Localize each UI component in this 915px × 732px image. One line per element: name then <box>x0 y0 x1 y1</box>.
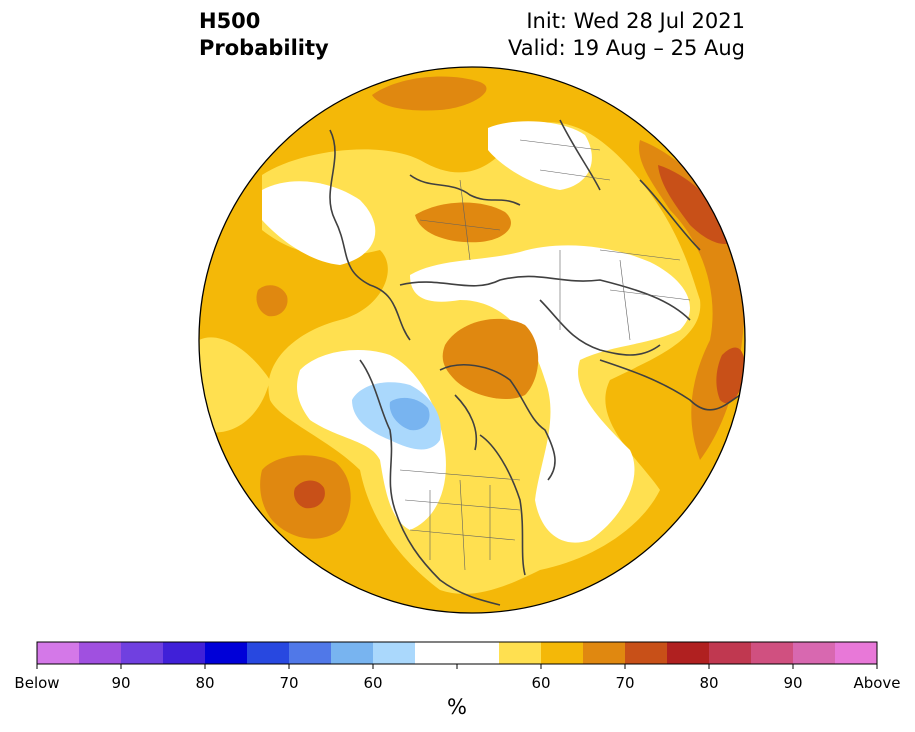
colorbar-cell <box>79 642 122 664</box>
colorbar-label: 90 <box>111 674 131 692</box>
colorbar-cell <box>289 642 332 664</box>
colorbar-label: 60 <box>363 674 383 692</box>
band-orange-north <box>372 76 487 111</box>
globe-boundary <box>198 66 746 614</box>
valid-range: Valid: 19 Aug – 25 Aug <box>507 36 745 60</box>
band-darkorange-europe <box>658 165 735 245</box>
product-title: Probability <box>199 36 329 60</box>
colorbar-label: 70 <box>279 674 299 692</box>
colorbar-label: 60 <box>531 674 551 692</box>
colorbar-cell <box>751 642 794 664</box>
probability-field <box>199 67 745 613</box>
colorbar-cell <box>163 642 206 664</box>
colorbar-label: 90 <box>783 674 803 692</box>
colorbar-cell <box>373 642 416 664</box>
colorbar-cell <box>205 642 248 664</box>
colorbar-cell <box>121 642 164 664</box>
band-orange-aleutian <box>256 285 288 317</box>
colorbar-unit: % <box>447 695 467 719</box>
band-orange-siberia <box>415 202 511 243</box>
colorbar-cell <box>247 642 290 664</box>
colorbar-cell <box>667 642 710 664</box>
band-darkorange-east <box>716 347 745 404</box>
colorbar-cell <box>415 642 458 664</box>
colorbar-cell <box>457 642 500 664</box>
colorbar-cell <box>583 642 626 664</box>
band-blue-mid <box>389 397 430 431</box>
colorbar-cells <box>37 642 878 664</box>
colorbar-cell <box>709 642 752 664</box>
borders <box>399 139 691 571</box>
date-block: Init: Wed 28 Jul 2021 Valid: 19 Aug – 25… <box>508 8 745 62</box>
coastlines <box>329 119 741 606</box>
band-orange-hudson <box>442 318 539 400</box>
title-block: H500 Probability <box>199 8 329 62</box>
colorbar-label: 80 <box>195 674 215 692</box>
colorbar-label: 80 <box>699 674 719 692</box>
colorbar-cell <box>835 642 878 664</box>
band-white-arctic <box>488 121 592 190</box>
band-darkorange-pacific <box>294 480 325 509</box>
colorbar-cell <box>499 642 542 664</box>
colorbar-cell <box>37 642 80 664</box>
colorbar-label: 70 <box>615 674 635 692</box>
init-date: Init: Wed 28 Jul 2021 <box>526 9 745 33</box>
variable-title: H500 <box>199 9 261 33</box>
colorbar <box>36 641 878 669</box>
band-light-yellow-west <box>199 337 270 433</box>
colorbar-label: Below <box>14 674 60 692</box>
colorbar-ticks <box>36 664 878 669</box>
colorbar-label: Above <box>853 674 901 692</box>
colorbar-cell <box>331 642 374 664</box>
band-white-europe <box>410 245 690 543</box>
colorbar-cell <box>625 642 668 664</box>
band-white-siberia <box>262 181 376 265</box>
colorbar-cell <box>541 642 584 664</box>
colorbar-cell <box>793 642 836 664</box>
probability-map <box>198 66 746 614</box>
